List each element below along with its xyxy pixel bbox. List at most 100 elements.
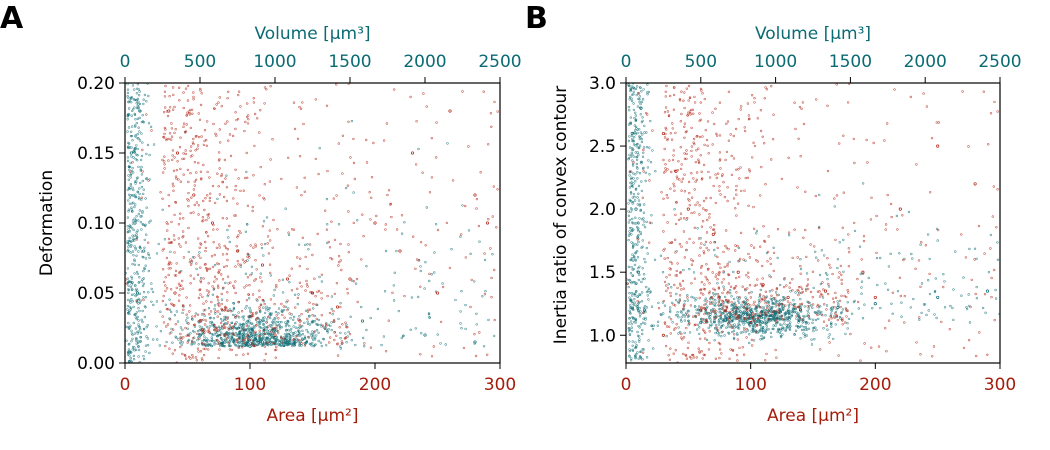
scatter-point [270,330,273,334]
scatter-point [275,314,278,317]
scatter-point [127,245,130,248]
scatter-point [127,321,130,325]
scatter-point [628,174,631,177]
scatter-point [732,303,736,306]
scatter-point [419,265,422,268]
scatter-point [949,304,952,308]
scatter-point [199,178,203,181]
scatter-point [425,206,428,209]
scatter-point [818,312,821,315]
scatter-point [720,325,723,328]
scatter-point [634,180,637,183]
scatter-point [215,329,219,332]
scatter-point [234,316,237,319]
scatter-point [223,158,227,162]
scatter-point [185,296,188,299]
scatter-point [460,290,463,293]
scatter-point [676,177,679,180]
scatter-point [229,338,232,341]
scatter-point [269,239,272,242]
scatter-point [738,296,741,299]
scatter-point [700,170,703,174]
scatter-point [218,304,221,308]
scatter-point [242,328,245,331]
scatter-point [201,359,204,362]
scatter-point [726,186,729,189]
scatter-point [707,292,711,295]
scatter-point [320,273,324,276]
scatter-point [669,187,672,190]
scatter-point [742,316,746,320]
scatter-point [254,318,258,321]
scatter-point [130,172,133,175]
scatter-point [353,177,356,181]
scatter-point [216,315,219,318]
scatter-point [701,135,704,138]
scatter-point [628,278,631,282]
scatter-point [636,256,640,259]
scatter-point [428,279,431,283]
scatter-point [647,287,651,290]
scatter-point [172,328,175,331]
scatter-point [875,214,878,218]
scatter-point [248,335,252,339]
scatter-point [163,238,167,241]
scatter-point [129,176,132,179]
scatter-point [215,246,219,250]
scatter-point [664,167,667,170]
scatter-point [247,338,250,341]
scatter-point [767,309,771,312]
scatter-point [632,292,636,296]
scatter-point [714,292,717,296]
scatter-point [845,309,848,312]
scatter-point [198,246,201,250]
scatter-point [156,338,159,341]
series-1-point [836,305,840,310]
scatter-point [199,350,203,353]
scatter-point [686,313,689,316]
scatter-point [714,324,718,327]
scatter-point [157,242,160,246]
scatter-point [674,222,678,226]
scatter-point [666,287,670,290]
series-1-point [135,291,140,295]
scatter-point [162,247,165,251]
scatter-point [796,256,799,259]
scatter-point [719,266,722,269]
scatter-point [759,129,763,133]
scatter-point [928,272,931,276]
scatter-point [128,230,132,233]
scatter-point [779,335,783,339]
scatter-point [719,167,722,170]
scatter-point [760,334,763,338]
scatter-point [226,309,229,312]
scatter-point [242,353,245,356]
scatter-point [298,326,301,329]
scatter-point [220,337,223,340]
scatter-point [852,137,855,141]
scatter-point [633,195,636,199]
scatter-point [202,302,205,305]
scatter-point [135,92,139,95]
series-0-point [661,333,665,337]
scatter-point [221,217,225,220]
scatter-point [390,215,393,219]
scatter-point [629,280,632,283]
series-0-point [861,270,865,274]
scatter-point [175,169,179,172]
scatter-point [695,356,698,359]
scatter-point [683,157,687,161]
scatter-point [228,348,232,351]
scatter-point [925,105,929,108]
scatter-point [631,259,635,262]
scatter-point [230,326,234,329]
scatter-point [148,256,151,260]
scatter-point [898,252,901,255]
scatter-point [242,331,246,334]
scatter-point [127,165,131,168]
scatter-point [199,288,202,291]
scatter-point [210,336,214,339]
scatter-point [707,249,710,252]
scatter-point [687,84,691,88]
scatter-point [707,314,710,317]
